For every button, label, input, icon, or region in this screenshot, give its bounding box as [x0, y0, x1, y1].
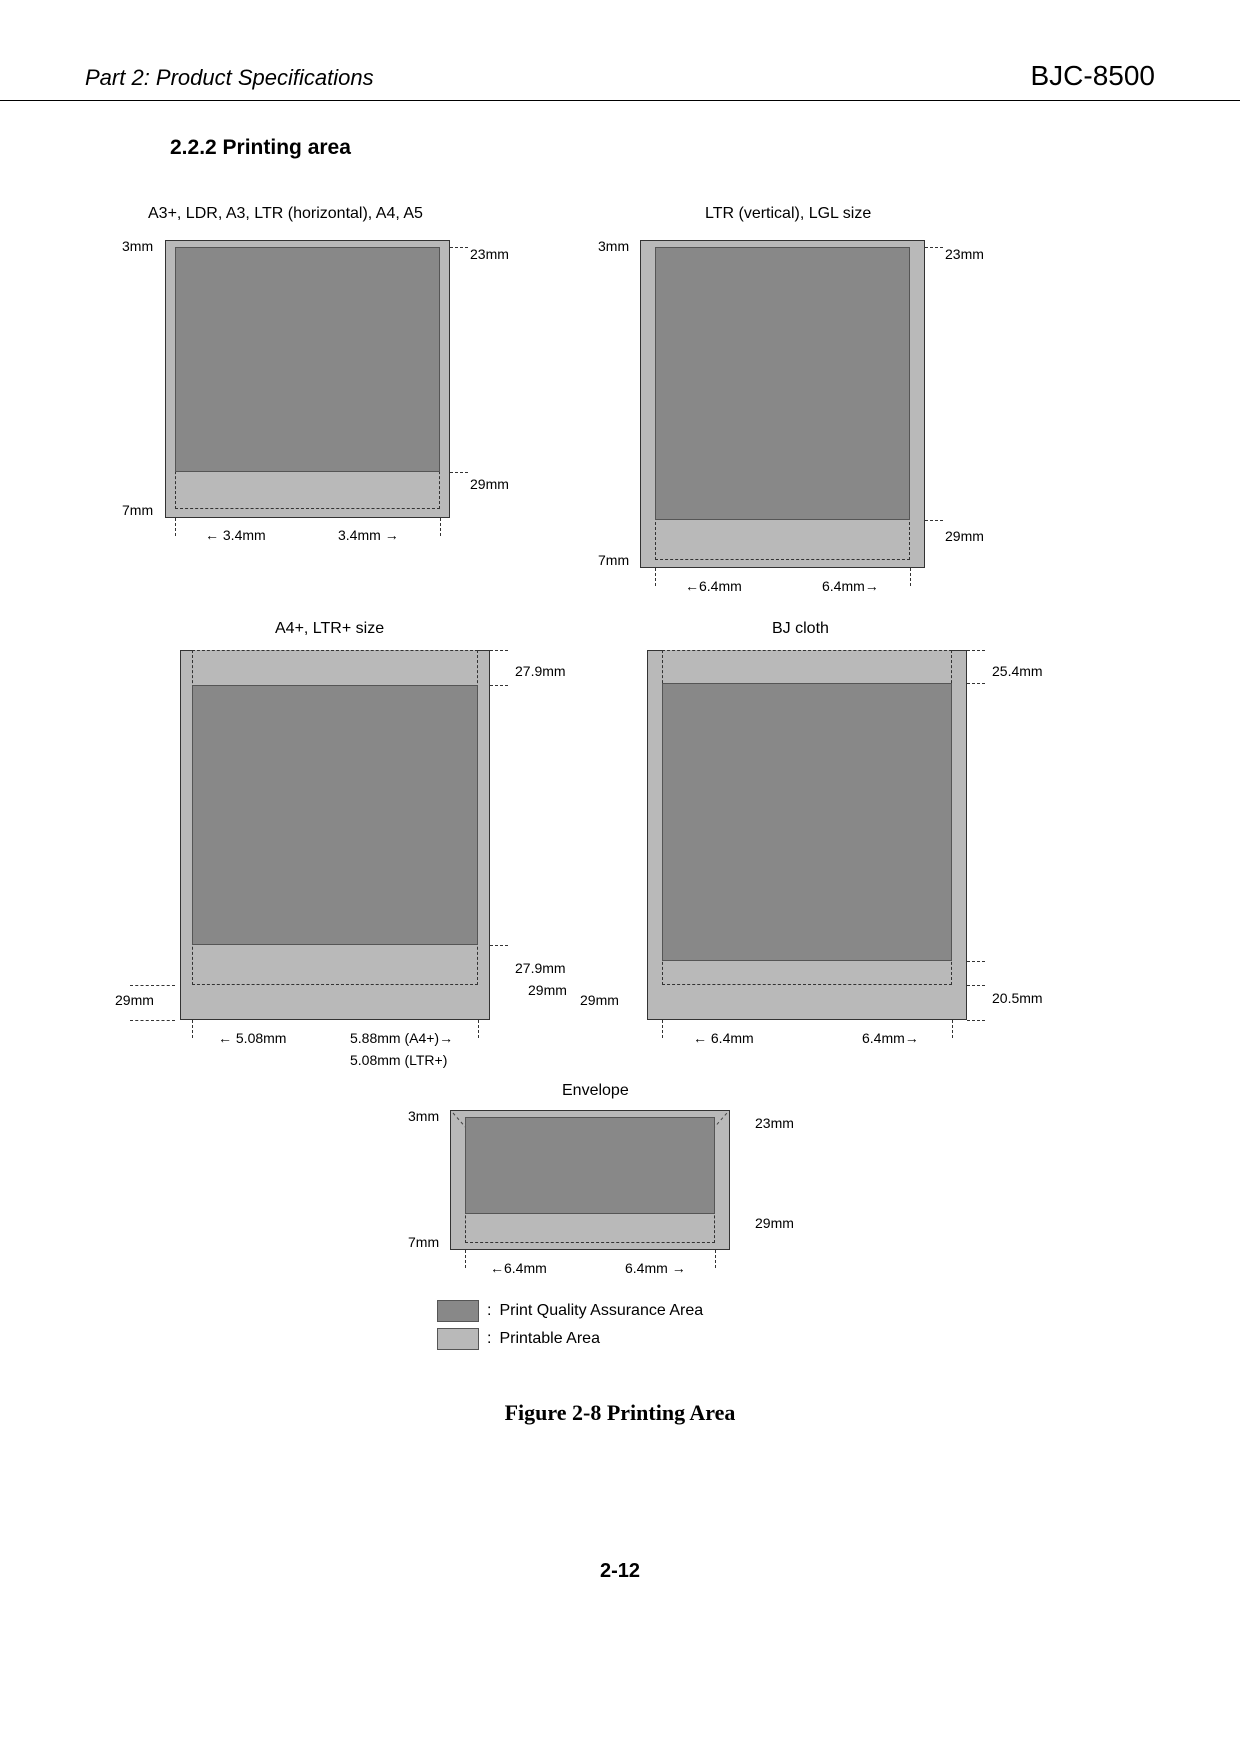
d1-top-ext: 23mm [470, 246, 509, 262]
d5-bottom-ext: 29mm [755, 1215, 794, 1231]
d5-bottom-margin: 7mm [408, 1234, 439, 1250]
swatch-quality-icon [437, 1300, 479, 1322]
d5-left-margin: ←6.4mm [490, 1260, 547, 1276]
d4-quality [662, 683, 952, 961]
d1-top-margin: 3mm [122, 238, 153, 254]
d4-right-margin: 6.4mm→ [862, 1030, 919, 1046]
d4-bottom-margin: 29mm [580, 992, 619, 1008]
d2-bottom-margin: 7mm [598, 552, 629, 568]
d3-right-margin-a: 5.88mm (A4+)→ [350, 1030, 453, 1046]
swatch-printable-icon [437, 1328, 479, 1350]
legend-printable-label: Printable Area [499, 1330, 600, 1348]
header-left: Part 2: Product Specifications [85, 65, 374, 91]
d4-top-ext: 25.4mm [992, 663, 1043, 679]
header-right: BJC-8500 [1030, 60, 1155, 92]
d2-bottom-ext: 29mm [945, 528, 984, 544]
d5-top-ext: 23mm [755, 1115, 794, 1131]
figure-caption: Figure 2-8 Printing Area [0, 1400, 1240, 1426]
d5-title: Envelope [562, 1082, 629, 1100]
d1-left-margin: ← 3.4mm [205, 527, 266, 543]
d3-left-margin: ← 5.08mm [218, 1030, 286, 1046]
d3-quality [192, 685, 478, 945]
d1-quality [175, 247, 440, 472]
d2-quality [655, 247, 910, 520]
d3-29mm: 29mm [528, 982, 567, 998]
d2-top-margin: 3mm [598, 238, 629, 254]
d5-top-margin: 3mm [408, 1108, 439, 1124]
d3-title: A4+, LTR+ size [275, 620, 384, 638]
legend-quality-label: Print Quality Assurance Area [499, 1302, 703, 1320]
legend-quality: : Print Quality Assurance Area [437, 1300, 703, 1322]
d3-top-ext: 27.9mm [515, 663, 566, 679]
d3-right-margin-b: 5.08mm (LTR+) [350, 1052, 447, 1068]
legend-printable: : Printable Area [437, 1328, 703, 1350]
d3-bottom-ext: 27.9mm [515, 960, 566, 976]
page-number: 2-12 [0, 1560, 1240, 1583]
d5-quality [465, 1117, 715, 1214]
section-title: 2.2.2 Printing area [0, 101, 1240, 160]
d1-right-margin: 3.4mm → [338, 527, 399, 543]
d5-right-margin: 6.4mm → [625, 1260, 686, 1276]
d4-title: BJ cloth [772, 620, 829, 638]
d4-bottom-ext: 20.5mm [992, 990, 1043, 1006]
d2-right-margin: 6.4mm→ [822, 578, 879, 594]
d4-left-margin: ← 6.4mm [693, 1030, 754, 1046]
legend: : Print Quality Assurance Area : Printab… [437, 1300, 703, 1350]
d2-title: LTR (vertical), LGL size [705, 205, 871, 223]
d3-bottom-margin: 29mm [115, 992, 154, 1008]
legend-sep2: : [487, 1330, 491, 1348]
d2-left-margin: ←6.4mm [685, 578, 742, 594]
legend-sep: : [487, 1302, 491, 1320]
d2-top-ext: 23mm [945, 246, 984, 262]
page-header: Part 2: Product Specifications BJC-8500 [0, 0, 1240, 101]
d1-bottom-ext: 29mm [470, 476, 509, 492]
d1-title: A3+, LDR, A3, LTR (horizontal), A4, A5 [148, 205, 423, 223]
d1-bottom-margin: 7mm [122, 502, 153, 518]
